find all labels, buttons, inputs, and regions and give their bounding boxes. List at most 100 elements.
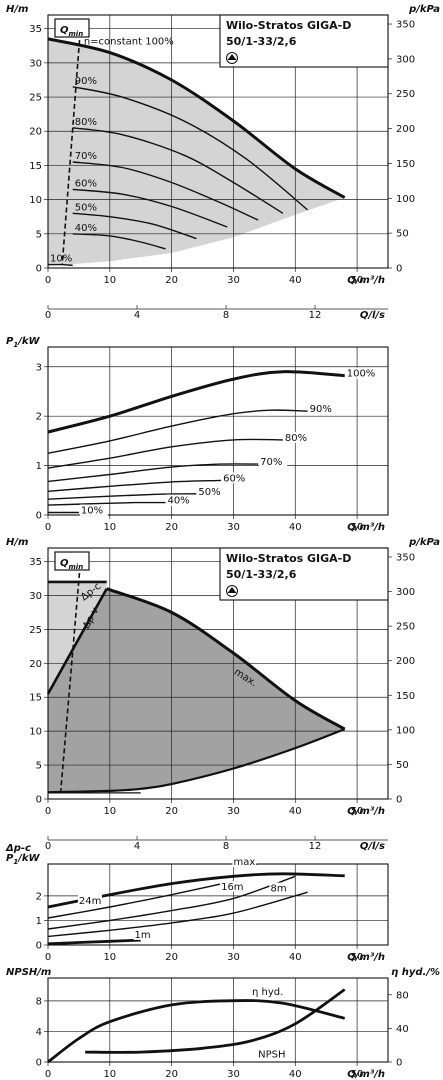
curve-70pct (72, 161, 259, 221)
y-tick-label: 5 (36, 761, 42, 772)
product-name: Wilo-Stratos GIGA-D (226, 552, 351, 565)
curve-60pct (72, 188, 228, 228)
y-tick-label: 35 (29, 24, 42, 35)
x-tick-label: 50 (351, 806, 364, 817)
x-tick-label: 20 (165, 275, 178, 286)
wilo-logo-icon (226, 585, 238, 597)
y-tick-label: 20 (29, 659, 42, 670)
y2-tick-label: 100 (396, 725, 415, 736)
label-bg (166, 494, 195, 506)
power-curve-label: 90% (310, 404, 332, 415)
x-tick-label: 0 (45, 275, 51, 286)
y-tick-label: 0 (36, 264, 42, 275)
x-tick-label: 0 (45, 1069, 51, 1080)
x2-tick-label: 12 (309, 841, 322, 852)
y2-axis-label: η hyd./% (391, 967, 440, 978)
y2-axis-label: p/kPa (408, 537, 440, 548)
x-tick-label: 0 (45, 806, 51, 817)
y2-tick-label: 150 (396, 691, 415, 702)
product-model: 50/1-33/2,6 (226, 35, 297, 48)
y-tick-label: 3 (36, 362, 42, 373)
label-bg (259, 456, 288, 468)
plot-frame (47, 14, 389, 269)
label-bg (73, 177, 100, 189)
y2-tick-label: 100 (396, 194, 415, 205)
y-tick-label: 10 (29, 195, 42, 206)
curve-label: 70% (75, 151, 97, 162)
y-tick-label: 15 (29, 693, 42, 704)
x-tick-label: 20 (165, 522, 178, 533)
y-axis-label: NPSH/m (6, 967, 51, 978)
logo-triangle (227, 587, 237, 593)
label-bg (73, 115, 100, 127)
power-curve-label: 100% (347, 369, 376, 380)
power-curve-label: 10% (81, 506, 103, 517)
label-bg (283, 431, 312, 443)
npsh-curve (85, 988, 346, 1054)
y2-axis-label: p/kPa (408, 4, 440, 15)
y2-tick-label: 80 (396, 990, 409, 1001)
curve-50pct (72, 212, 197, 240)
x-tick-label: 10 (103, 806, 116, 817)
power-curve-label: 60% (223, 473, 245, 484)
dp-power-curve (47, 880, 234, 919)
chart-power-speed: 0 10 20 30 40 50 0 1 2 3 Q/m³/h P1/kW 100% 90% 80% 70% 6… (6, 336, 389, 533)
label-bg (73, 201, 100, 213)
title-box (219, 14, 389, 68)
curve-dp-v (46, 588, 108, 695)
y-tick-label: 1 (36, 916, 42, 927)
x-tick-label: 30 (227, 952, 240, 963)
x-tick-label: 20 (165, 806, 178, 817)
power-curve-label: 70% (260, 457, 282, 468)
label-bg (73, 150, 100, 162)
dp-power-curve (47, 872, 345, 909)
label-bg (345, 367, 374, 379)
power-curve-label: 80% (285, 433, 307, 444)
x-tick-label: 40 (289, 806, 302, 817)
dp-power-label: 8m (271, 884, 287, 895)
npsh-label: NPSH (258, 1049, 285, 1060)
y-axis-label: H/m (6, 537, 28, 548)
y-axis-label: P1/kW (6, 336, 41, 349)
power-curve-80pct (47, 438, 283, 469)
dp-power-curve (47, 891, 308, 938)
power-curve-50pct (47, 493, 197, 500)
curve-80pct (72, 127, 284, 214)
x2-tick-label: 4 (134, 841, 140, 852)
curve-label: 90% (75, 76, 97, 87)
curve-label: 40% (75, 223, 97, 234)
dp-power-label: 24m (79, 896, 101, 907)
x-axis-label: Q/m³/h (347, 275, 385, 286)
y2-tick-label: 350 (396, 20, 415, 31)
label-bg (73, 221, 100, 233)
power-curve-label: 50% (198, 487, 220, 498)
y2-tick-label: 200 (396, 656, 415, 667)
x2-axis-label: Q/l/s (360, 310, 385, 321)
y2-tick-label: 300 (396, 587, 415, 598)
x-tick-label: 30 (227, 522, 240, 533)
label-bg (232, 856, 257, 868)
qmin-line (59, 564, 81, 796)
x-tick-label: 30 (227, 275, 240, 286)
y2-tick-label: 0 (396, 1058, 402, 1069)
x-tick-label: 30 (227, 806, 240, 817)
power-curve-60pct (47, 479, 222, 492)
y-tick-label: 25 (29, 625, 42, 636)
x-tick-label: 40 (289, 522, 302, 533)
chart-head-speed: 0 10 20 30 40 5005101520253035050100150200250… (6, 4, 440, 321)
label-bg (79, 504, 108, 516)
logo-circle (226, 585, 238, 597)
label-bg (220, 880, 245, 892)
qmin-box (54, 551, 90, 571)
y2-tick-label: 0 (396, 264, 402, 275)
plot-frame (47, 863, 389, 946)
y-tick-label: 0 (36, 941, 42, 952)
y-tick-label: 20 (29, 127, 42, 138)
product-model: 50/1-33/2,6 (226, 568, 297, 581)
dp-v-area (48, 588, 345, 793)
y2-tick-label: 0 (396, 795, 402, 806)
x-tick-label: 0 (45, 952, 51, 963)
label-bg (133, 928, 158, 940)
